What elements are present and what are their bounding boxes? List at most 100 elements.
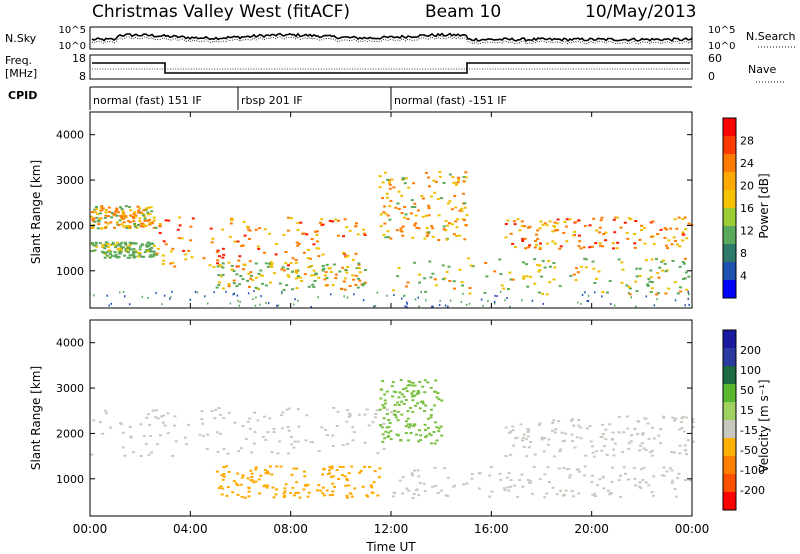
power-cell bbox=[137, 209, 141, 212]
power-cell bbox=[384, 236, 388, 239]
power-cell bbox=[513, 223, 517, 226]
power-cell bbox=[391, 289, 395, 292]
power-cell bbox=[230, 268, 234, 271]
colorbar-swatch bbox=[723, 348, 736, 367]
power-cell bbox=[448, 200, 452, 203]
power-cell bbox=[553, 266, 557, 269]
x-tick-label: 04:00 bbox=[173, 522, 208, 536]
power-cell bbox=[363, 234, 367, 236]
velocity-cell bbox=[499, 479, 503, 481]
colorbar-tick-label: 16 bbox=[740, 202, 754, 215]
power-cell bbox=[615, 216, 619, 219]
power-cell bbox=[681, 261, 685, 264]
velocity-cell bbox=[322, 467, 326, 470]
power-cell bbox=[313, 274, 317, 276]
power-cell bbox=[379, 213, 383, 216]
power-cell bbox=[509, 232, 513, 235]
velocity-cell bbox=[509, 485, 513, 488]
power-cell bbox=[110, 212, 114, 215]
velocity-cell bbox=[440, 434, 444, 437]
power-cell bbox=[460, 210, 464, 213]
colorbar-swatch bbox=[723, 154, 736, 173]
velocity-cell bbox=[148, 434, 152, 437]
power-cell bbox=[460, 207, 464, 210]
velocity-cell bbox=[515, 436, 519, 439]
power-cell bbox=[663, 236, 667, 239]
velocity-cell bbox=[619, 495, 622, 498]
velocity-cell bbox=[311, 441, 315, 444]
power-cell bbox=[296, 222, 300, 224]
power-cell-ground bbox=[232, 293, 234, 296]
velocity-cell bbox=[669, 451, 673, 453]
velocity-cell bbox=[146, 413, 150, 416]
power-cell bbox=[146, 211, 150, 214]
power-cell bbox=[594, 242, 598, 245]
power-cell bbox=[545, 224, 549, 227]
velocity-cell bbox=[407, 426, 411, 429]
power-cell bbox=[138, 217, 142, 220]
power-cell-ground bbox=[277, 304, 280, 307]
power-cell bbox=[221, 266, 225, 269]
power-cell bbox=[221, 287, 225, 290]
power-cell bbox=[303, 273, 307, 276]
velocity-cell bbox=[222, 466, 226, 469]
velocity-cell bbox=[121, 446, 125, 449]
velocity-cell bbox=[139, 423, 143, 426]
velocity-cell bbox=[331, 445, 335, 447]
colorbar-tick-label: 12 bbox=[740, 225, 754, 238]
velocity-cell bbox=[268, 465, 272, 468]
velocity-cell bbox=[109, 426, 112, 429]
velocity-cell bbox=[404, 432, 408, 434]
power-cell bbox=[446, 202, 450, 205]
velocity-cell bbox=[673, 488, 677, 490]
velocity-cell bbox=[391, 495, 395, 498]
power-cell bbox=[453, 287, 456, 290]
colorbar-swatch bbox=[723, 208, 736, 227]
velocity-cell bbox=[413, 423, 417, 426]
power-cell bbox=[442, 182, 446, 184]
power-cell bbox=[383, 205, 387, 208]
velocity-cell bbox=[289, 492, 292, 494]
power-cell bbox=[98, 212, 102, 215]
power-cell bbox=[145, 245, 149, 248]
velocity-cell bbox=[321, 492, 325, 495]
velocity-cell bbox=[426, 381, 430, 384]
velocity-cell bbox=[570, 490, 574, 493]
velocity-cell bbox=[319, 489, 323, 492]
velocity-cell bbox=[594, 495, 597, 497]
power-cell bbox=[317, 255, 321, 258]
power-cell bbox=[90, 250, 94, 253]
power-cell bbox=[502, 287, 506, 290]
power-cell bbox=[125, 226, 129, 229]
velocity-cell bbox=[590, 481, 594, 484]
power-cell bbox=[536, 229, 540, 232]
power-cell bbox=[169, 262, 173, 265]
power-cell bbox=[463, 238, 467, 241]
velocity-cell bbox=[378, 424, 382, 427]
power-cell bbox=[250, 274, 253, 277]
velocity-cell bbox=[489, 466, 493, 469]
power-cell-ground bbox=[236, 294, 239, 297]
velocity-cell bbox=[540, 436, 544, 439]
velocity-cell bbox=[383, 399, 387, 402]
velocity-cell bbox=[335, 425, 339, 427]
power-cell bbox=[227, 261, 231, 264]
velocity-cell bbox=[430, 442, 433, 445]
power-cell bbox=[381, 197, 385, 200]
colorbar-swatch bbox=[723, 262, 736, 281]
power-cell bbox=[638, 275, 642, 277]
power-cell bbox=[621, 268, 625, 271]
velocity-cell bbox=[400, 413, 404, 416]
nave-tick-bottom: 0 bbox=[708, 70, 715, 83]
power-cell bbox=[343, 277, 347, 280]
velocity-cell bbox=[644, 417, 648, 420]
velocity-cell bbox=[662, 416, 666, 419]
power-cell bbox=[342, 251, 345, 254]
velocity-cell bbox=[257, 478, 261, 481]
power-cell bbox=[296, 275, 300, 277]
power-cell bbox=[337, 219, 340, 222]
velocity-cell bbox=[612, 454, 616, 457]
power-cell-ground bbox=[482, 304, 484, 307]
power-cell bbox=[431, 235, 435, 238]
velocity-cell bbox=[507, 489, 511, 492]
